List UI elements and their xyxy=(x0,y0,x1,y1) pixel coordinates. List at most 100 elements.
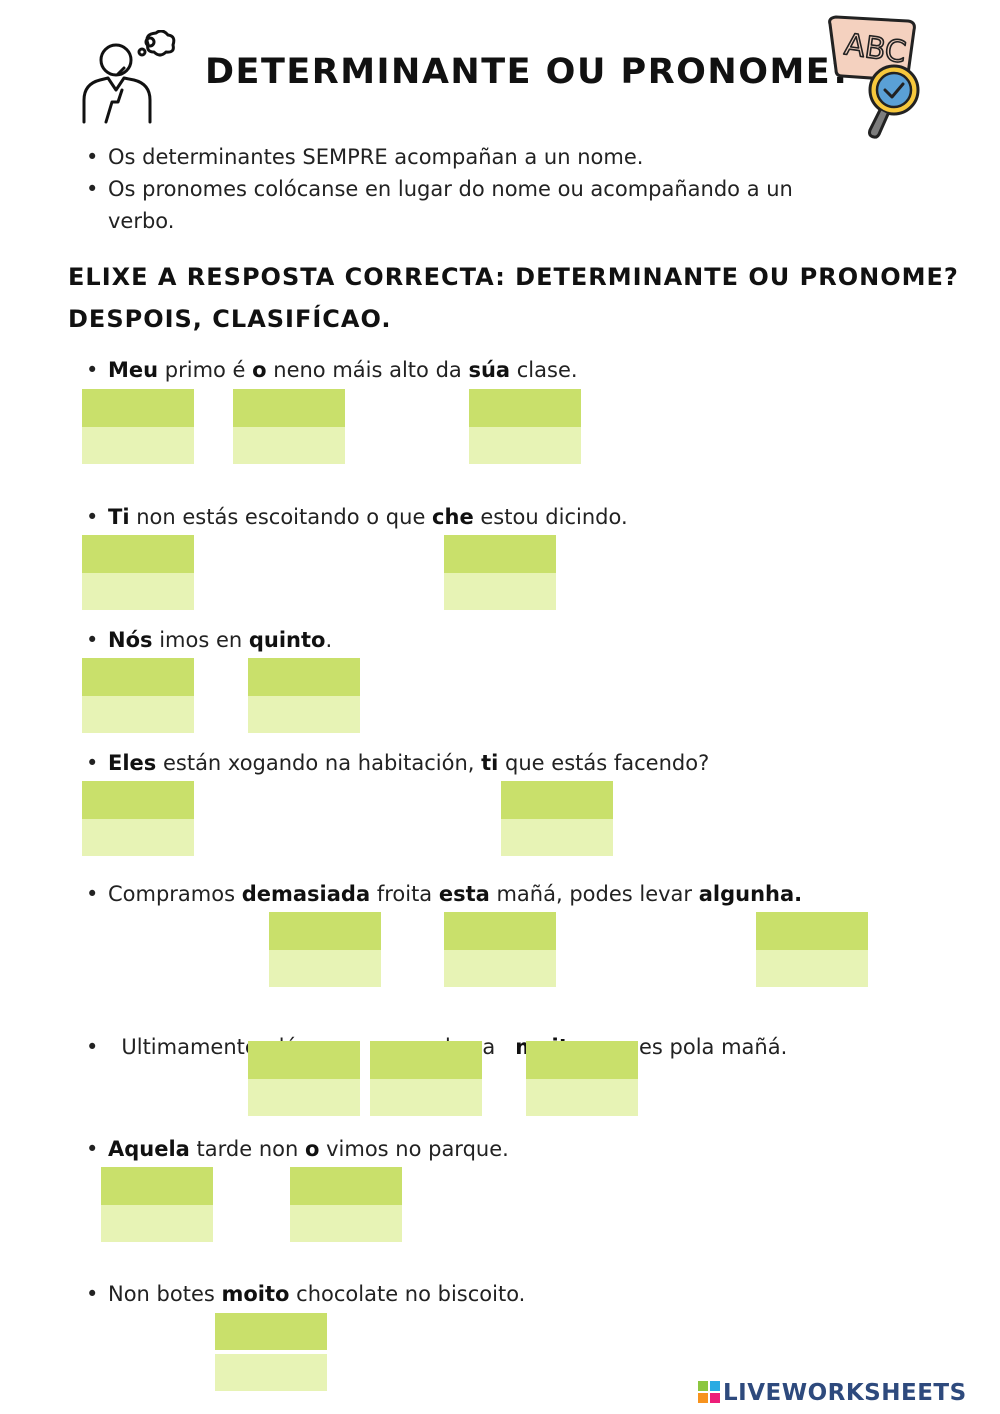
answer-box xyxy=(269,912,381,987)
answer-box xyxy=(444,912,556,987)
target-word: Ti xyxy=(108,505,130,529)
liveworksheets-logo-icon xyxy=(698,1381,720,1403)
sentence-4: • Eles están xogando na habitación, ti qu… xyxy=(86,751,710,775)
class-input[interactable] xyxy=(101,1205,213,1242)
answer-box xyxy=(82,658,194,733)
target-word: moito xyxy=(221,1282,290,1306)
page-title: DETERMINANTE OU PRONOME? xyxy=(205,52,853,92)
target-word: algunha. xyxy=(698,882,803,906)
answer-box xyxy=(469,389,581,464)
rule-text: verbo. xyxy=(108,209,175,233)
class-input[interactable] xyxy=(233,427,345,464)
sentence-text: mañá, podes levar xyxy=(489,882,699,906)
rule-item: • Os pronomes colócanse en lugar do nome … xyxy=(86,177,793,201)
class-input[interactable] xyxy=(215,1354,327,1391)
sentence-text: . xyxy=(325,628,333,652)
abc-magnifier-icon: ABC xyxy=(822,12,932,142)
type-input[interactable] xyxy=(290,1167,402,1205)
class-input[interactable] xyxy=(501,819,613,856)
sentence-text: froita xyxy=(370,882,439,906)
class-input[interactable] xyxy=(248,1079,360,1116)
liveworksheets-logo[interactable]: LIVEWORKSHEETS xyxy=(698,1380,967,1406)
class-input[interactable] xyxy=(444,573,556,610)
target-word: Eles xyxy=(108,751,157,775)
type-input[interactable] xyxy=(756,912,868,950)
target-word: ti xyxy=(481,751,499,775)
type-input[interactable] xyxy=(469,389,581,427)
instruction-line-1: ELIXE A RESPOSTA CORRECTA: DETERMINANTE … xyxy=(68,263,959,291)
sentence-8: • Non botes moito chocolate no biscoito. xyxy=(86,1282,526,1306)
target-word: o xyxy=(304,1137,320,1161)
sentence-text: que estás facendo? xyxy=(498,751,710,775)
sentence-text: estou dicindo. xyxy=(473,505,628,529)
sentence-text: tarde non xyxy=(189,1137,305,1161)
class-input[interactable] xyxy=(370,1079,482,1116)
rule-item: • Os determinantes SEMPRE acompañan a un … xyxy=(86,145,644,169)
answer-box xyxy=(82,389,194,464)
class-input[interactable] xyxy=(444,950,556,987)
sentence-1: • Meu primo é o neno máis alto da súa cla… xyxy=(86,358,578,382)
target-word: esta xyxy=(438,882,490,906)
answer-box xyxy=(756,912,868,987)
type-input[interactable] xyxy=(444,535,556,573)
class-input[interactable] xyxy=(290,1205,402,1242)
target-word: demasiada xyxy=(241,882,371,906)
instruction-line-2: DESPOIS, CLASIFÍCAO. xyxy=(68,305,392,333)
target-word: quinto xyxy=(248,628,326,652)
target-word: o xyxy=(252,358,267,382)
type-input[interactable] xyxy=(444,912,556,950)
sentence-5: • Compramos demasiada froita esta mañá, p… xyxy=(86,882,803,906)
sentence-7: • Aquela tarde non o vimos no parque. xyxy=(86,1137,509,1161)
target-word: Aquela xyxy=(108,1137,190,1161)
class-input[interactable] xyxy=(756,950,868,987)
sentence-text: imos en xyxy=(152,628,249,652)
target-word: Meu xyxy=(108,358,159,382)
logo-text: LIVEWORKSHEETS xyxy=(723,1380,967,1406)
sentence-text: non estás escoitando o que xyxy=(129,505,433,529)
answer-box xyxy=(248,658,360,733)
type-input[interactable] xyxy=(101,1167,213,1205)
class-input[interactable] xyxy=(82,427,194,464)
class-input[interactable] xyxy=(82,819,194,856)
answer-box xyxy=(444,535,556,610)
type-input[interactable] xyxy=(248,658,360,696)
type-input[interactable] xyxy=(526,1041,638,1079)
type-input[interactable] xyxy=(233,389,345,427)
answer-box xyxy=(101,1167,213,1242)
answer-box xyxy=(501,781,613,856)
sentence-text: Compramos xyxy=(108,882,242,906)
target-word: súa xyxy=(468,358,511,382)
class-input[interactable] xyxy=(526,1079,638,1116)
class-input[interactable] xyxy=(269,950,381,987)
sentence-text: chocolate no biscoito. xyxy=(289,1282,526,1306)
answer-box xyxy=(233,389,345,464)
answer-box xyxy=(82,535,194,610)
rule-item-continued: verbo. xyxy=(108,205,174,237)
sentence-3: • Nós imos en quinto. xyxy=(86,628,333,652)
class-input[interactable] xyxy=(82,696,194,733)
answer-box xyxy=(248,1041,360,1116)
class-input[interactable] xyxy=(248,696,360,733)
sentence-2: • Ti non estás escoitando o que che estou… xyxy=(86,505,628,529)
rule-text: Os pronomes colócanse en lugar do nome o… xyxy=(108,177,793,201)
type-input[interactable] xyxy=(269,912,381,950)
sentence-text: neno máis alto da xyxy=(266,358,469,382)
thinking-person-icon xyxy=(78,29,178,126)
type-input[interactable] xyxy=(82,658,194,696)
class-input[interactable] xyxy=(82,573,194,610)
answer-box xyxy=(215,1313,327,1391)
sentence-text: vimos no parque. xyxy=(319,1137,509,1161)
target-word: che xyxy=(432,505,474,529)
class-input[interactable] xyxy=(469,427,581,464)
type-input[interactable] xyxy=(82,389,194,427)
sentence-text: clase. xyxy=(510,358,578,382)
type-input[interactable] xyxy=(82,781,194,819)
type-input[interactable] xyxy=(248,1041,360,1079)
answer-box xyxy=(290,1167,402,1242)
target-word: Nós xyxy=(108,628,153,652)
type-input[interactable] xyxy=(370,1041,482,1079)
type-input[interactable] xyxy=(82,535,194,573)
type-input[interactable] xyxy=(501,781,613,819)
answer-box xyxy=(370,1041,482,1116)
type-input[interactable] xyxy=(215,1313,327,1350)
